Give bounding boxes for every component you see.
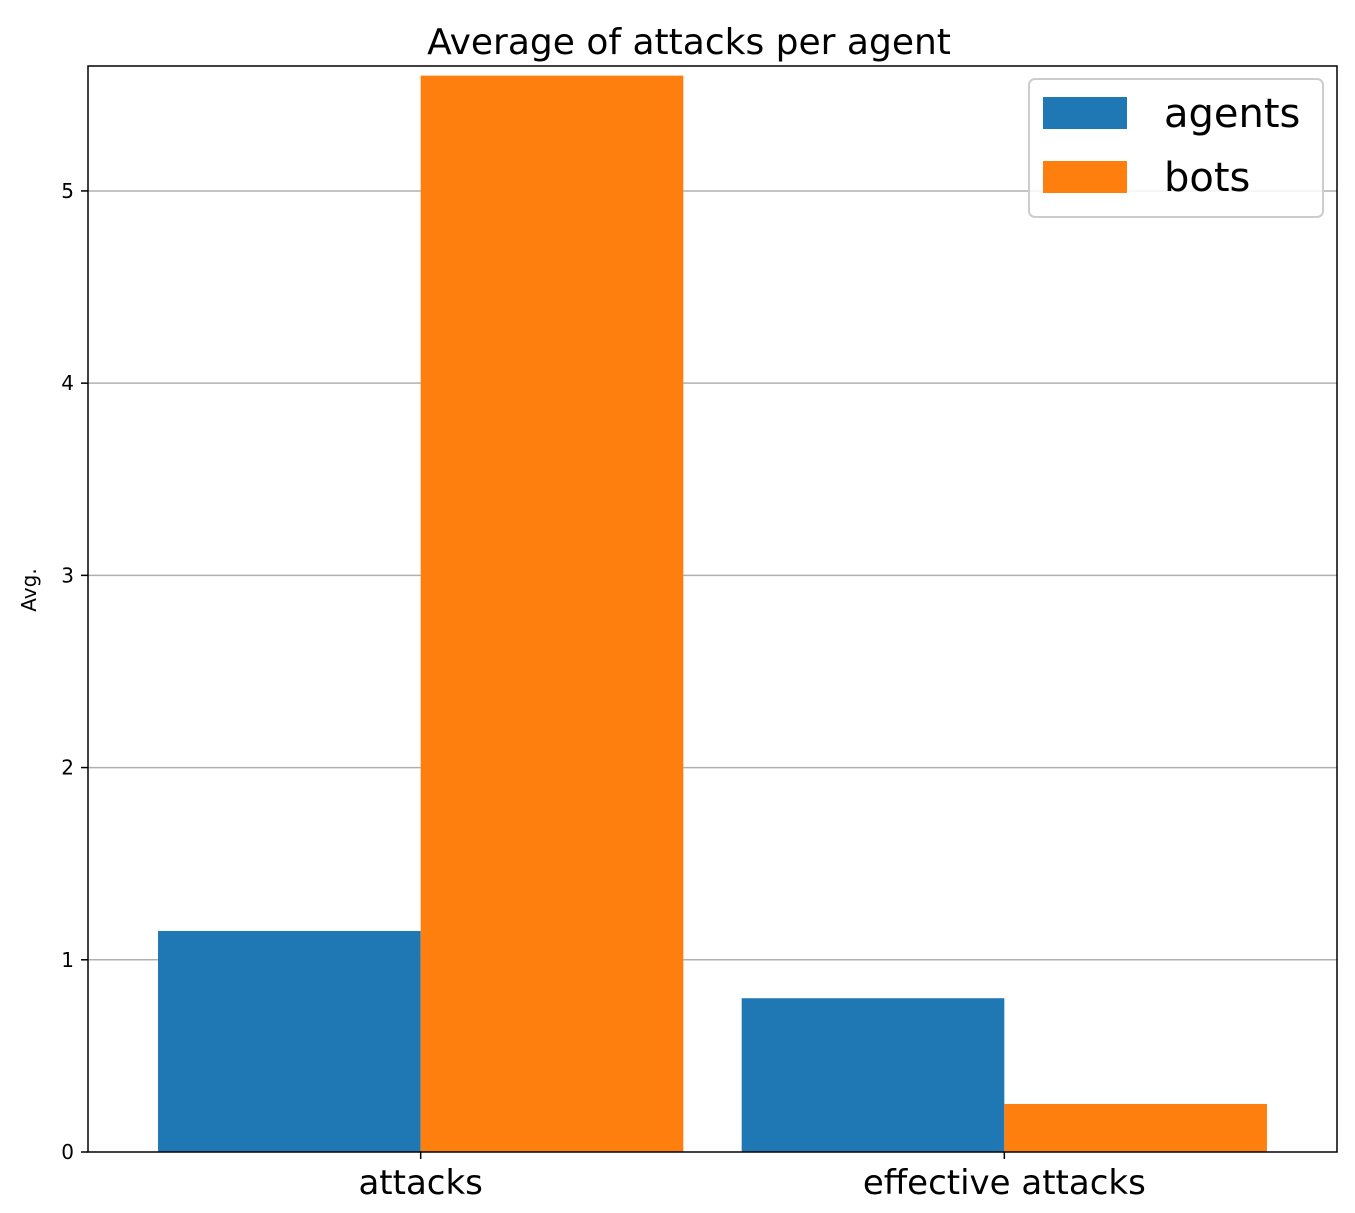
x-tick-label: attacks xyxy=(358,1163,482,1203)
legend-items: agents bots xyxy=(1043,91,1300,201)
legend-label-bots: bots xyxy=(1164,155,1250,201)
legend-swatch-agents xyxy=(1043,97,1127,129)
legend-label-agents: agents xyxy=(1164,91,1300,137)
y-tick-label: 2 xyxy=(61,756,74,780)
x-tick-label: effective attacks xyxy=(863,1163,1146,1203)
legend-swatch-bots xyxy=(1043,161,1127,193)
chart-title: Average of attacks per agent xyxy=(427,22,951,63)
bar-bots-attacks xyxy=(420,75,684,1153)
y-tick-label: 3 xyxy=(61,563,74,587)
y-tick-label: 0 xyxy=(61,1140,74,1164)
y-axis-ticks: 0 1 2 3 4 5 xyxy=(61,179,88,1164)
legend: agents bots xyxy=(1028,78,1324,218)
plot-frame xyxy=(87,65,1338,1153)
y-tick-label: 4 xyxy=(61,371,74,395)
bar-agents-effective-attacks xyxy=(741,998,1005,1152)
y-tick-label: 1 xyxy=(61,948,74,972)
y-tick-label: 5 xyxy=(61,179,74,203)
bar-bots-effective-attacks xyxy=(1004,1103,1267,1152)
y-axis-label: Avg. xyxy=(17,568,41,611)
bar-agents-attacks xyxy=(158,930,421,1152)
gridlines xyxy=(88,190,1337,961)
x-axis-ticks: attacks effective attacks xyxy=(358,1152,1146,1203)
bars xyxy=(158,75,1267,1153)
